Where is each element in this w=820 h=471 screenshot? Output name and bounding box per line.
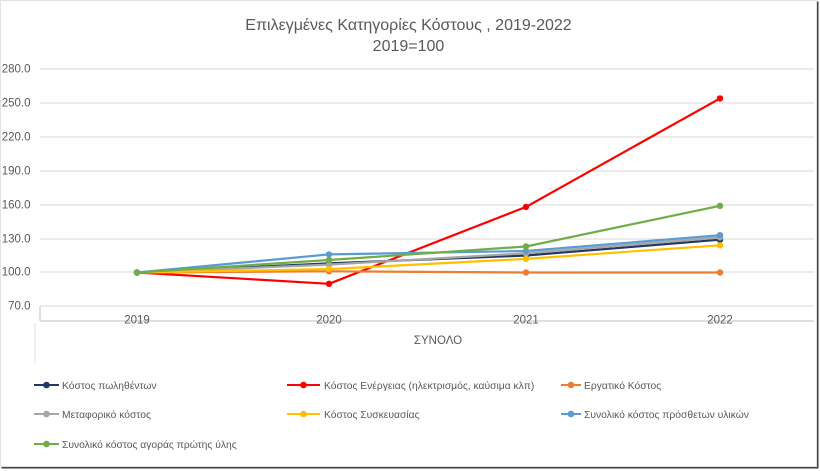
svg-text:70.0: 70.0 <box>8 301 30 313</box>
svg-text:2020: 2020 <box>316 315 342 327</box>
svg-text:190.0: 190.0 <box>2 166 31 178</box>
svg-text:2019: 2019 <box>124 315 150 327</box>
svg-text:ΣΥΝΟΛΟ: ΣΥΝΟΛΟ <box>414 335 462 347</box>
svg-text:Συνολικό κόστος αγοράς πρώτης: Συνολικό κόστος αγοράς πρώτης ύλης <box>62 439 237 451</box>
svg-text:Κόστος Συσκευασίας: Κόστος Συσκευασίας <box>324 409 420 421</box>
svg-text:160.0: 160.0 <box>2 200 31 212</box>
svg-text:130.0: 130.0 <box>2 234 31 246</box>
svg-text:Συνολικό κόστος πρόσθετων υλικ: Συνολικό κόστος πρόσθετων υλικών <box>584 409 749 421</box>
svg-text:Κόστος Ενέργειας (ηλεκτρισμός,: Κόστος Ενέργειας (ηλεκτρισμός, καύσιμα κ… <box>324 380 534 392</box>
svg-text:250.0: 250.0 <box>2 98 31 110</box>
svg-text:2021: 2021 <box>513 315 539 327</box>
svg-text:100.0: 100.0 <box>2 267 31 279</box>
svg-text:2022: 2022 <box>707 315 733 327</box>
svg-text:280.0: 280.0 <box>2 64 31 76</box>
svg-text:Μεταφορικό κόστος: Μεταφορικό κόστος <box>62 409 151 421</box>
svg-text:220.0: 220.0 <box>2 132 31 144</box>
svg-text:Κόστος πωληθέντων: Κόστος πωληθέντων <box>62 380 157 392</box>
svg-text:Εργατικό Κόστος: Εργατικό Κόστος <box>584 380 661 392</box>
